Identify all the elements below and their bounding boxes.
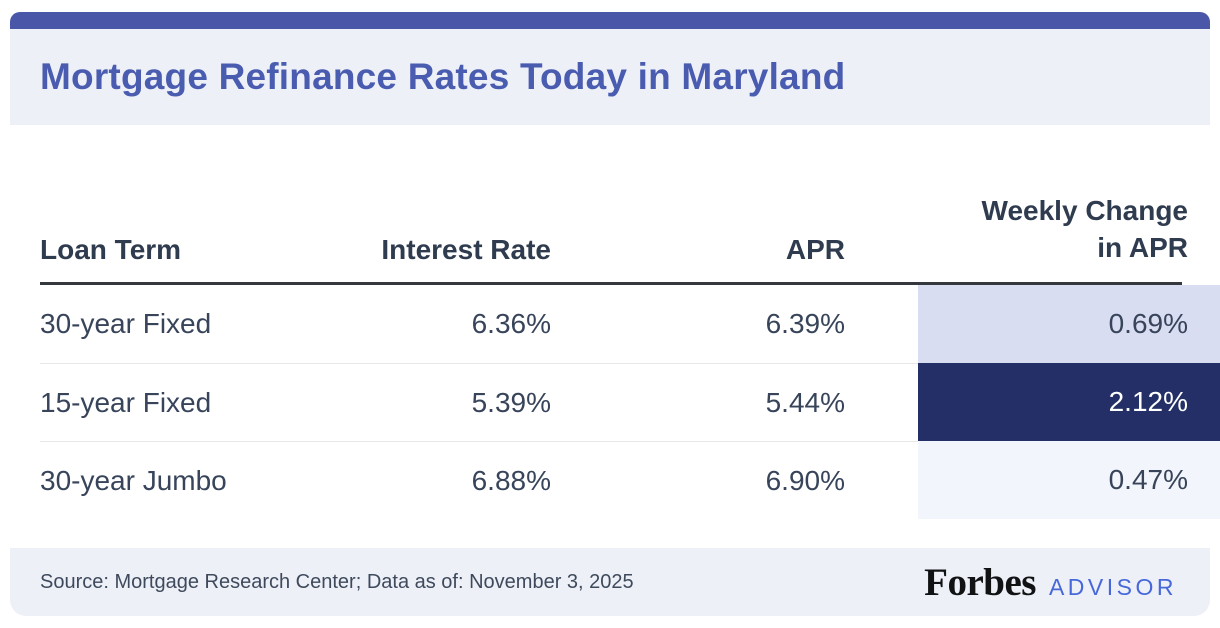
forbes-wordmark: Forbes [924,560,1036,604]
weekly-change-cell: 0.47% [918,441,1220,519]
table-row: 30-year Fixed 6.36% 6.39% 0.69% [40,285,1220,363]
header-band: Mortgage Refinance Rates Today in Maryla… [10,29,1210,125]
forbes-advisor-logo: Forbes ADVISOR [924,560,1177,605]
page-title: Mortgage Refinance Rates Today in Maryla… [40,56,846,97]
footer-band: Source: Mortgage Research Center; Data a… [10,548,1210,616]
apr-cell: 6.39% [765,308,845,339]
column-header-weekly-change-line1: Weekly Change [981,195,1188,226]
table-row: 30-year Jumbo 6.88% 6.90% 0.47% [40,441,1220,519]
loan-term-cell: 30-year Jumbo [40,441,351,519]
spacer-cell [845,441,918,519]
apr-cell: 5.44% [551,363,845,441]
interest-rate-cell: 6.36% [471,308,551,339]
source-attribution: Source: Mortgage Research Center; Data a… [40,570,634,593]
apr-cell: 6.90% [551,441,845,519]
weekly-change-cell: 0.69% [918,285,1220,363]
table-header-row: Loan Term Interest Rate APR Weekly Chang… [40,192,1188,285]
column-header-interest-rate: Interest Rate [381,234,551,265]
loan-term-cell: 30-year Fixed [40,308,212,339]
table-row: 15-year Fixed 5.39% 5.44% 2.12% [40,363,1220,441]
accent-top-bar [10,12,1210,29]
interest-rate-cell: 6.88% [351,441,551,519]
spacer-cell [845,363,918,441]
rates-table: Loan Term Interest Rate APR Weekly Chang… [40,192,1220,519]
column-header-weekly-change-line2: in APR [1097,232,1188,263]
spacer-cell [845,285,918,363]
weekly-change-cell: 2.12% [918,363,1220,441]
interest-rate-cell: 5.39% [351,363,551,441]
rate-card: Mortgage Refinance Rates Today in Maryla… [10,12,1220,616]
loan-term-cell: 15-year Fixed [40,363,351,441]
column-header-weekly-change: Weekly Change in APR [845,192,1220,266]
column-header-apr: APR [785,234,845,265]
column-header-loan-term: Loan Term [40,234,182,265]
advisor-wordmark: ADVISOR [1048,573,1177,600]
